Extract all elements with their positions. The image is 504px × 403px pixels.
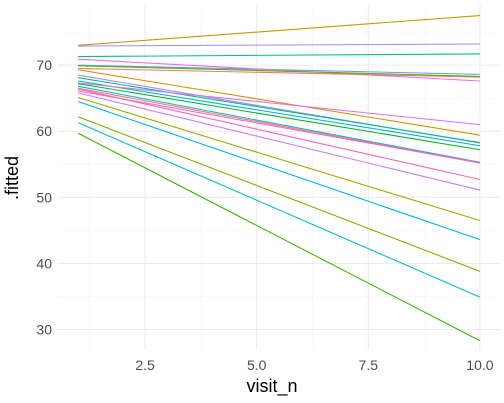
- series-line: [77, 132, 481, 342]
- series-line: [78, 83, 480, 151]
- series-line: [78, 65, 480, 77]
- x-tick-label: 10.0: [466, 357, 493, 373]
- series-line: [77, 92, 481, 191]
- x-tick-label: 2.5: [135, 357, 155, 373]
- x-axis-title: visit_n: [246, 376, 297, 397]
- series-line: [77, 100, 481, 241]
- series-line: [78, 43, 480, 47]
- y-tick-label: 30: [36, 322, 52, 338]
- series-line: [78, 69, 480, 136]
- series-line: [78, 15, 480, 46]
- series-line: [78, 58, 480, 82]
- series-line: [78, 80, 480, 147]
- series-line: [78, 77, 480, 143]
- x-axis-ticks: 2.5 5.0 7.5 10.0: [135, 357, 493, 373]
- series-line: [77, 116, 481, 272]
- series-line: [77, 88, 481, 181]
- series-line: [78, 82, 480, 126]
- series-line: [78, 67, 480, 78]
- series-line: [78, 53, 480, 58]
- series-line: [77, 85, 481, 163]
- y-axis-ticks: 30 40 50 60 70: [36, 57, 52, 337]
- y-tick-label: 60: [36, 123, 52, 139]
- y-tick-label: 50: [36, 189, 52, 205]
- series-line: [77, 90, 481, 164]
- y-tick-label: 40: [36, 255, 52, 271]
- y-axis-title: .fitted: [2, 156, 22, 200]
- x-tick-label: 5.0: [247, 357, 267, 373]
- series-lines: [77, 15, 481, 342]
- grid: [58, 5, 500, 350]
- x-tick-label: 7.5: [359, 357, 379, 373]
- y-tick-label: 70: [36, 57, 52, 73]
- series-line: [77, 97, 481, 221]
- series-line: [77, 122, 481, 298]
